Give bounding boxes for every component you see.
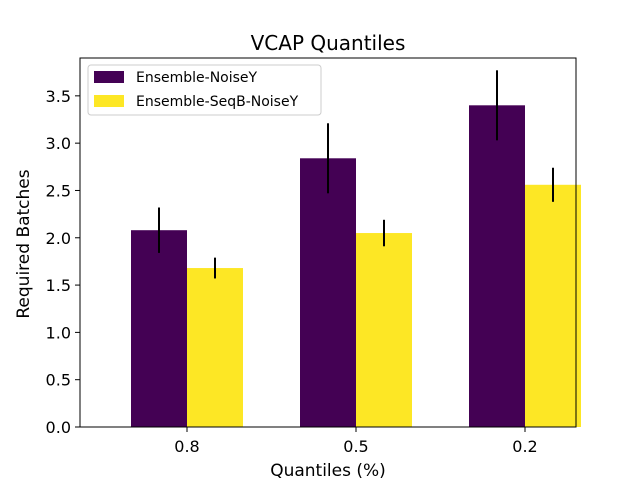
bar-ensemble-seqb-noisey-0.2 [525,184,581,427]
bar-ensemble-seqb-noisey-0.8 [187,268,243,427]
legend: Ensemble-NoiseY Ensemble-SeqB-NoiseY [87,64,322,116]
y-tick-label: 0.0 [46,418,71,437]
y-tick-label: 1.0 [46,323,71,342]
legend-swatch-ensemble-noisey [94,71,124,83]
bar-ensemble-noisey-0.8 [131,230,187,427]
chart-title: VCAP Quantiles [251,31,406,55]
plot-frame [79,57,577,428]
bar-ensemble-noisey-0.2 [469,105,525,428]
x-tick-label: 0.2 [512,437,537,456]
x-axis-label: Quantiles (%) [270,461,386,480]
y-axis-label: Required Batches [14,169,34,318]
y-tick-label: 2.0 [46,229,71,248]
bar-ensemble-seqb-noisey-0.5 [356,233,412,427]
axes-layer: 0.0 0.5 1.0 1.5 2.0 2.5 3.0 3.5 0.8 0.5 0.2 [46,57,577,456]
legend-swatch-ensemble-seqb-noisey [94,95,124,107]
legend-label-ensemble-noisey: Ensemble-NoiseY [136,70,258,86]
y-tick-label: 0.5 [46,371,71,390]
y-tick-label: 2.5 [46,181,71,200]
y-tick-label: 3.5 [46,87,71,106]
legend-label-ensemble-seqb-noisey: Ensemble-SeqB-NoiseY [136,94,299,110]
x-tick-label: 0.8 [174,437,199,456]
legend-box [87,64,322,116]
y-tick-label: 1.5 [46,276,71,295]
bar-ensemble-noisey-0.5 [300,158,356,428]
bars-layer [131,70,581,428]
x-tick-label: 0.5 [343,437,368,456]
y-tick-label: 3.0 [46,134,71,153]
